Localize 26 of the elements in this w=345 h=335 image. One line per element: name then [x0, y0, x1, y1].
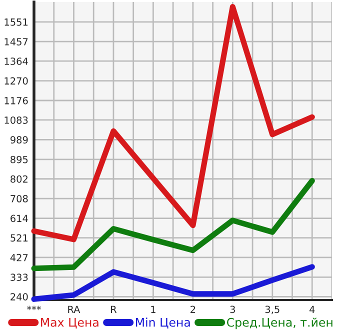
x-tick-label: R [111, 306, 117, 313]
legend-label: Max Цена [41, 318, 98, 328]
y-tick-label: 1551 [4, 18, 28, 26]
x-tick-label: 2 [190, 306, 196, 313]
y-tick-label: 1364 [4, 58, 28, 65]
y-tick-label: 333 [10, 274, 28, 281]
y-tick-label: 614 [10, 214, 28, 222]
x-tick-label: RA [68, 306, 80, 313]
legend-label: Сред.Цена, т.йен [227, 318, 332, 330]
x-tick-label: 3,5 [265, 306, 280, 314]
y-tick-label: 989 [10, 136, 28, 144]
legend-label: Min Цена [136, 318, 190, 328]
y-tick-label: 895 [10, 156, 28, 164]
x-tick-label: 3 [230, 306, 235, 314]
x-tick-label: 1 [151, 306, 156, 313]
x-tick-label: *** [27, 306, 41, 310]
y-tick-label: 427 [10, 254, 28, 262]
x-tick-label: 4 [310, 306, 315, 313]
y-tick-label: 1270 [4, 77, 28, 85]
y-tick-label: 1457 [4, 38, 28, 46]
y-tick-label: 802 [10, 175, 28, 183]
y-tick-label: 521 [10, 234, 28, 242]
y-tick-label: 1176 [4, 96, 28, 104]
y-tick-label: 708 [10, 195, 28, 202]
y-tick-label: 240 [10, 293, 28, 300]
y-tick-label: 1083 [4, 116, 28, 124]
